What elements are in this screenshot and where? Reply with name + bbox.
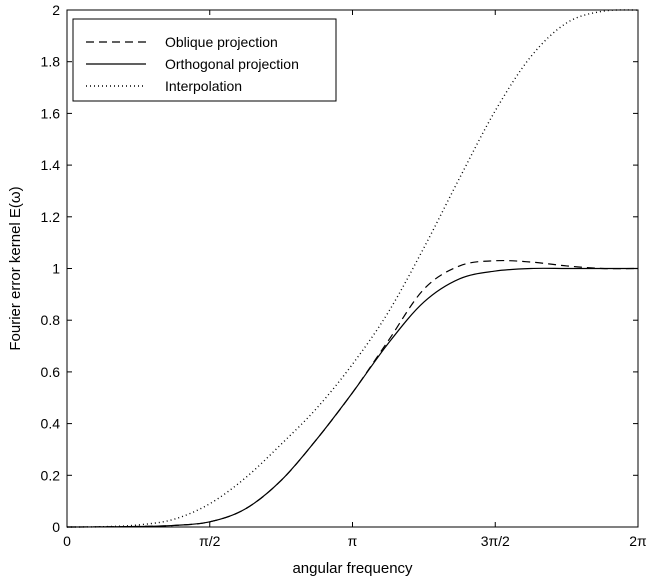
x-tick-label: π/2 [199,533,221,549]
y-tick-label: 1.4 [41,157,61,173]
x-axis-label: angular frequency [292,560,413,577]
y-tick-label: 0.8 [41,312,61,328]
x-tick-label: 2π [629,533,647,549]
y-axis-label: Fourier error kernel E(ω) [7,186,24,350]
y-tick-label: 2 [52,2,60,18]
legend: Oblique projection Orthogonal projection I… [72,18,337,102]
y-tick-label: 1 [52,261,60,277]
legend-label: Orthogonal projection [165,56,299,72]
y-tick-label: 0.2 [41,467,61,483]
series-line-oblique-projection [66,259,638,528]
y-tick-label: 1.6 [41,105,61,121]
legend-label: Interpolation [165,78,242,94]
x-tick-label: 3π/2 [481,533,510,549]
y-tick-label: 1.8 [41,54,61,70]
y-tick-label: 0.4 [41,416,61,432]
legend-box [72,18,337,102]
series-layer [66,9,639,528]
x-tick-label: π [348,533,358,549]
y-tick-label: 1.2 [41,209,61,225]
series-line-orthogonal-projection [66,267,638,528]
ticks-layer: 0 π/2 π 3π/2 2π 0 0.2 0.4 0.6 0.8 1 1.2 1.4 1.6 1.8 2 [41,2,648,549]
y-tick-label: 0 [52,519,60,535]
y-tick-label: 0.6 [41,364,61,380]
x-tick-label: 0 [63,533,71,549]
legend-label: Oblique projection [165,34,278,50]
